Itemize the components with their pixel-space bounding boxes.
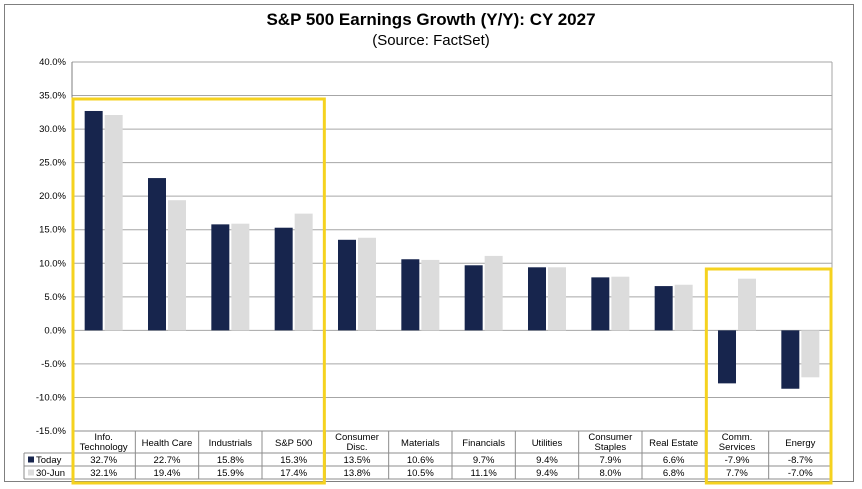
legend-label: Today — [36, 455, 62, 466]
data-value: 32.1% — [90, 468, 117, 479]
data-value: -7.0% — [788, 468, 813, 479]
data-value: 10.6% — [407, 455, 434, 466]
bar-30jun — [421, 259, 440, 331]
category-label: Services — [719, 442, 756, 453]
bar-30jun — [548, 267, 566, 331]
bar-30jun — [104, 115, 123, 331]
category-label: S&P 500 — [275, 438, 312, 449]
category-label: Utilities — [532, 438, 563, 449]
category-label: Consumer — [588, 432, 632, 443]
bar-30jun — [294, 213, 313, 331]
bar-today — [528, 267, 546, 331]
y-tick-label: 20.0% — [39, 191, 66, 202]
bar-30jun — [611, 276, 630, 331]
y-tick-label: 10.0% — [39, 258, 66, 269]
data-value: 10.5% — [407, 468, 434, 479]
category-label: Financials — [462, 438, 505, 449]
bars — [84, 110, 820, 389]
y-tick-label: -5.0% — [41, 359, 66, 370]
data-value: 11.1% — [471, 468, 498, 479]
category-label: Staples — [594, 442, 626, 453]
bar-today — [338, 239, 356, 331]
data-value: 9.4% — [536, 468, 558, 479]
bar-30jun — [674, 284, 693, 331]
highlight-boxes — [71, 97, 833, 485]
data-value: 13.8% — [344, 468, 371, 479]
bar-30jun — [738, 278, 756, 331]
bar-today — [781, 330, 800, 389]
data-value: 6.6% — [663, 455, 685, 466]
legend-label: 30-Jun — [36, 468, 65, 479]
bar-today — [274, 227, 293, 331]
y-tick-label: 0.0% — [44, 325, 66, 336]
chart-subtitle: (Source: FactSet) — [372, 32, 490, 49]
category-label: Energy — [785, 438, 815, 449]
highlight-box — [704, 267, 833, 485]
data-value: 19.4% — [154, 468, 181, 479]
bar-today — [211, 224, 230, 331]
y-tick-label: 40.0% — [39, 57, 66, 68]
bar-30jun — [231, 223, 250, 331]
category-label: Real Estate — [649, 438, 698, 449]
bar-30jun — [168, 200, 186, 331]
chart-frame — [4, 4, 854, 482]
data-value: 8.0% — [600, 468, 622, 479]
category-label: Health Care — [142, 438, 193, 449]
bar-today — [464, 265, 483, 331]
bar-today — [591, 277, 610, 331]
data-value: 22.7% — [154, 455, 181, 466]
data-value: 15.8% — [217, 455, 244, 466]
category-label: Materials — [401, 438, 440, 449]
data-table: Info.Technology Health Care Industrials S&P… — [23, 430, 833, 480]
data-value: 7.7% — [726, 468, 748, 479]
category-label: Technology — [80, 442, 128, 453]
data-value: 9.4% — [536, 455, 558, 466]
data-value: 15.3% — [280, 455, 307, 466]
data-value: 9.7% — [473, 455, 495, 466]
bar-30jun — [801, 330, 820, 378]
bar-today — [401, 259, 420, 331]
bar-today — [718, 330, 736, 384]
y-tick-label: -15.0% — [36, 426, 67, 437]
legend-key-30jun — [28, 469, 34, 476]
bar-today — [84, 110, 103, 331]
data-value: 13.5% — [344, 455, 371, 466]
bar-30jun — [484, 255, 503, 331]
legend-key-today — [28, 456, 34, 463]
data-value: 17.4% — [280, 468, 307, 479]
bar-today — [654, 286, 673, 331]
bar-30jun — [358, 237, 376, 331]
category-label: Disc. — [346, 442, 367, 453]
data-value: 6.8% — [663, 468, 685, 479]
category-label: Comm. — [722, 432, 753, 443]
y-tick-label: 30.0% — [39, 124, 66, 135]
data-value: 32.7% — [90, 455, 117, 466]
category-label: Industrials — [209, 438, 253, 449]
data-value: -8.7% — [788, 455, 813, 466]
category-label: Info. — [94, 432, 113, 443]
data-value: 15.9% — [217, 468, 244, 479]
y-tick-label: 25.0% — [39, 158, 66, 169]
y-tick-label: -10.0% — [36, 392, 67, 403]
data-value: -7.9% — [725, 455, 750, 466]
y-tick-label: 5.0% — [44, 292, 66, 303]
bar-today — [148, 178, 166, 331]
chart-title: S&P 500 Earnings Growth (Y/Y): CY 2027 — [266, 10, 596, 29]
y-tick-label: 15.0% — [39, 225, 66, 236]
data-value: 7.9% — [600, 455, 622, 466]
category-label: Consumer — [335, 432, 379, 443]
y-tick-label: 35.0% — [39, 91, 66, 102]
highlight-box — [71, 97, 326, 485]
